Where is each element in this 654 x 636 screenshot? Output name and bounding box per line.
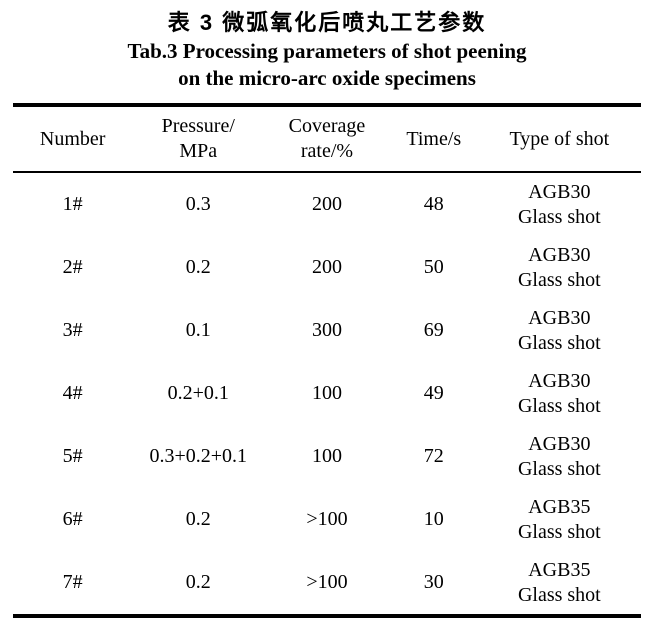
cell-shot: AGB30 Glass shot: [517, 432, 601, 480]
cell-coverage: 200: [311, 256, 342, 278]
parameters-table: Number Pressure/ MPa Coverage rate/% Tim…: [13, 103, 641, 618]
cell-coverage: 100: [311, 445, 342, 467]
cell-time: 50: [423, 256, 444, 278]
cell-coverage: 200: [311, 193, 342, 215]
cell-shot: AGB30 Glass shot: [517, 369, 601, 417]
cell-coverage: >100: [306, 571, 348, 593]
cell-time: 72: [423, 445, 444, 467]
cell-number: 6#: [62, 508, 83, 530]
cell-pressure: 0.3+0.2+0.1: [149, 445, 248, 467]
table-body: 1# 0.3 200 48 AGB30 Glass shot 2# 0.2 20…: [13, 172, 641, 616]
cell-pressure: 0.3: [185, 193, 211, 215]
table-row: 2# 0.2 200 50 AGB30 Glass shot: [13, 236, 641, 299]
cell-number: 1#: [62, 193, 83, 215]
table-row: 4# 0.2+0.1 100 49 AGB30 Glass shot: [13, 362, 641, 425]
cell-pressure: 0.2: [185, 571, 211, 593]
cell-number: 5#: [62, 445, 83, 467]
cell-shot: AGB30 Glass shot: [517, 243, 601, 291]
cell-time: 69: [423, 319, 444, 341]
cell-coverage: 100: [311, 382, 342, 404]
cell-time: 48: [423, 193, 444, 215]
table-title-english-line2: on the micro-arc oxide specimens: [178, 66, 476, 90]
cell-time: 30: [423, 571, 444, 593]
cell-number: 7#: [62, 571, 83, 593]
cell-shot: AGB35 Glass shot: [517, 495, 601, 543]
cell-number: 3#: [62, 319, 83, 341]
table-row: 7# 0.2 >100 30 AGB35 Glass shot: [13, 551, 641, 616]
cell-number: 4#: [62, 382, 83, 404]
header-shot: Type of shot: [509, 127, 610, 150]
table-header: Number Pressure/ MPa Coverage rate/% Tim…: [13, 105, 641, 172]
header-coverage: Coverage rate/%: [288, 115, 366, 162]
cell-number: 2#: [62, 256, 83, 278]
table-caption-block: 表 3 微弧氧化后喷丸工艺参数 Tab.3 Processing paramet…: [0, 0, 654, 92]
header-number: Number: [39, 127, 106, 150]
cell-pressure: 0.2: [185, 256, 211, 278]
cell-pressure: 0.1: [185, 319, 211, 341]
cell-shot: AGB30 Glass shot: [517, 180, 601, 228]
cell-coverage: >100: [306, 508, 348, 530]
cell-pressure: 0.2+0.1: [167, 382, 229, 404]
table-row: 3# 0.1 300 69 AGB30 Glass shot: [13, 299, 641, 362]
table-row: 1# 0.3 200 48 AGB30 Glass shot: [13, 172, 641, 236]
cell-shot: AGB35 Glass shot: [517, 558, 601, 606]
cell-shot: AGB30 Glass shot: [517, 306, 601, 354]
cell-time: 49: [423, 382, 444, 404]
table-title-chinese: 表 3 微弧氧化后喷丸工艺参数: [167, 10, 487, 35]
cell-time: 10: [423, 508, 444, 530]
header-pressure: Pressure/ MPa: [161, 115, 235, 162]
table-title-english-line1: Tab.3 Processing parameters of shot peen…: [127, 39, 527, 63]
table-row: 5# 0.3+0.2+0.1 100 72 AGB30 Glass shot: [13, 425, 641, 488]
header-time: Time/s: [406, 127, 462, 150]
table-row: 6# 0.2 >100 10 AGB35 Glass shot: [13, 488, 641, 551]
header-row: Number Pressure/ MPa Coverage rate/% Tim…: [13, 105, 641, 172]
cell-pressure: 0.2: [185, 508, 211, 530]
cell-coverage: 300: [311, 319, 342, 341]
